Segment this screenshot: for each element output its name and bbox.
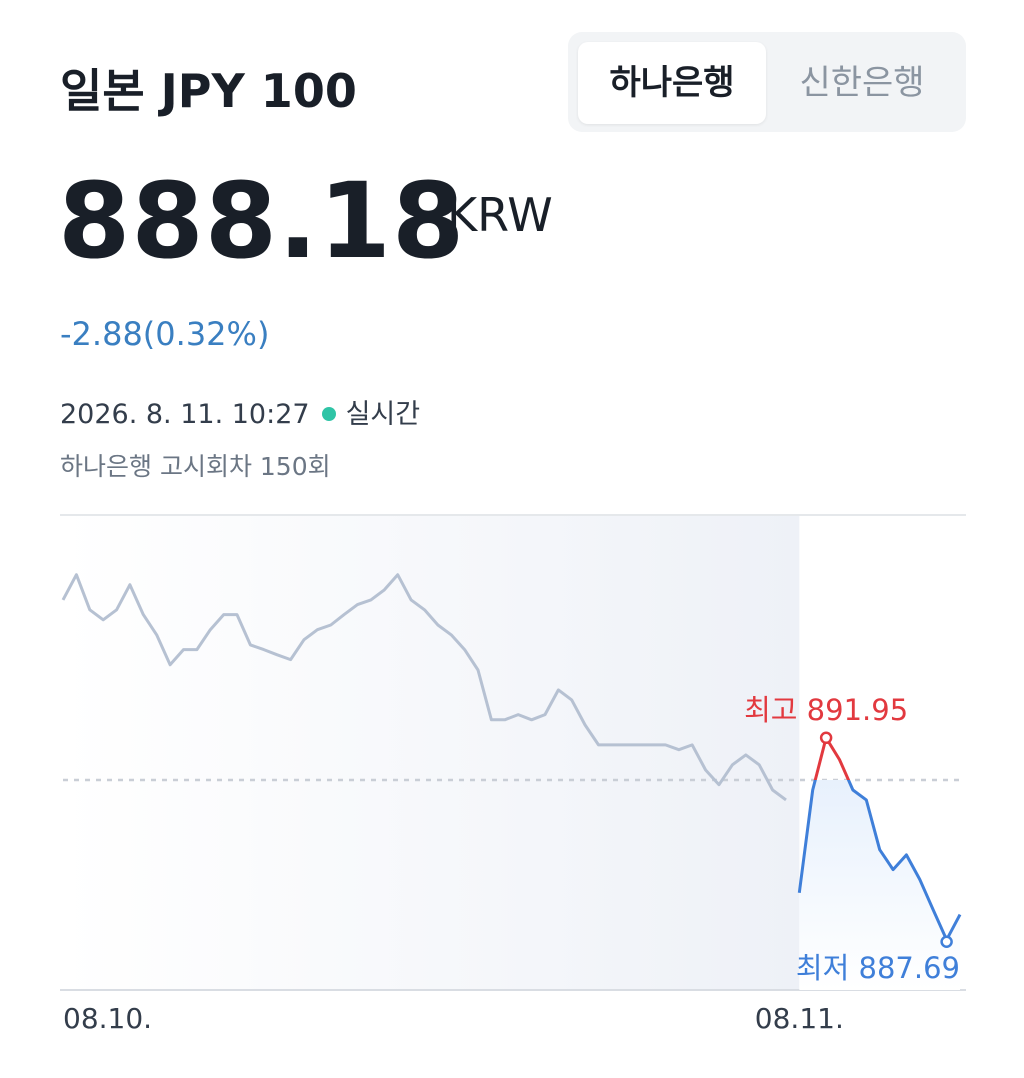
price: 888.18	[58, 160, 466, 282]
timestamp-row: 2026. 8. 11. 10:27 실시간	[60, 392, 420, 431]
low-value: 887.69	[859, 951, 960, 985]
change: -2.88(0.32%)	[60, 315, 269, 353]
line-below	[797, 779, 962, 942]
high-label: 최고 891.95	[744, 693, 908, 727]
live-dot	[321, 407, 336, 421]
change-percent: (0.32%)	[142, 315, 270, 353]
high-value: 891.95	[807, 693, 908, 727]
high-marker	[819, 731, 833, 745]
low-label: 최저 887.69	[796, 951, 960, 985]
low-title: 최저	[796, 951, 849, 985]
previous-day-bg	[63, 515, 800, 990]
live-label: 실시간	[345, 399, 421, 430]
x-tick-label: 08.11.	[755, 1002, 844, 1035]
unit: KRW	[447, 188, 553, 242]
tab-active[interactable]: 하나은행	[578, 42, 766, 124]
line	[61, 573, 787, 802]
notice: 하나은행 고시회차 150회	[60, 452, 331, 481]
high-title: 최고	[744, 693, 797, 727]
title: 일본 JPY 100	[60, 64, 357, 118]
low-marker	[940, 935, 953, 949]
timestamp: 2026. 8. 11. 10:27	[60, 399, 310, 430]
x-tick-label: 08.10.	[63, 1002, 152, 1035]
bank-tabs: 하나은행 신한은행	[568, 32, 966, 132]
change-value: -2.88	[60, 315, 143, 353]
area	[799, 779, 960, 990]
tab[interactable]: 신한은행	[799, 63, 925, 103]
